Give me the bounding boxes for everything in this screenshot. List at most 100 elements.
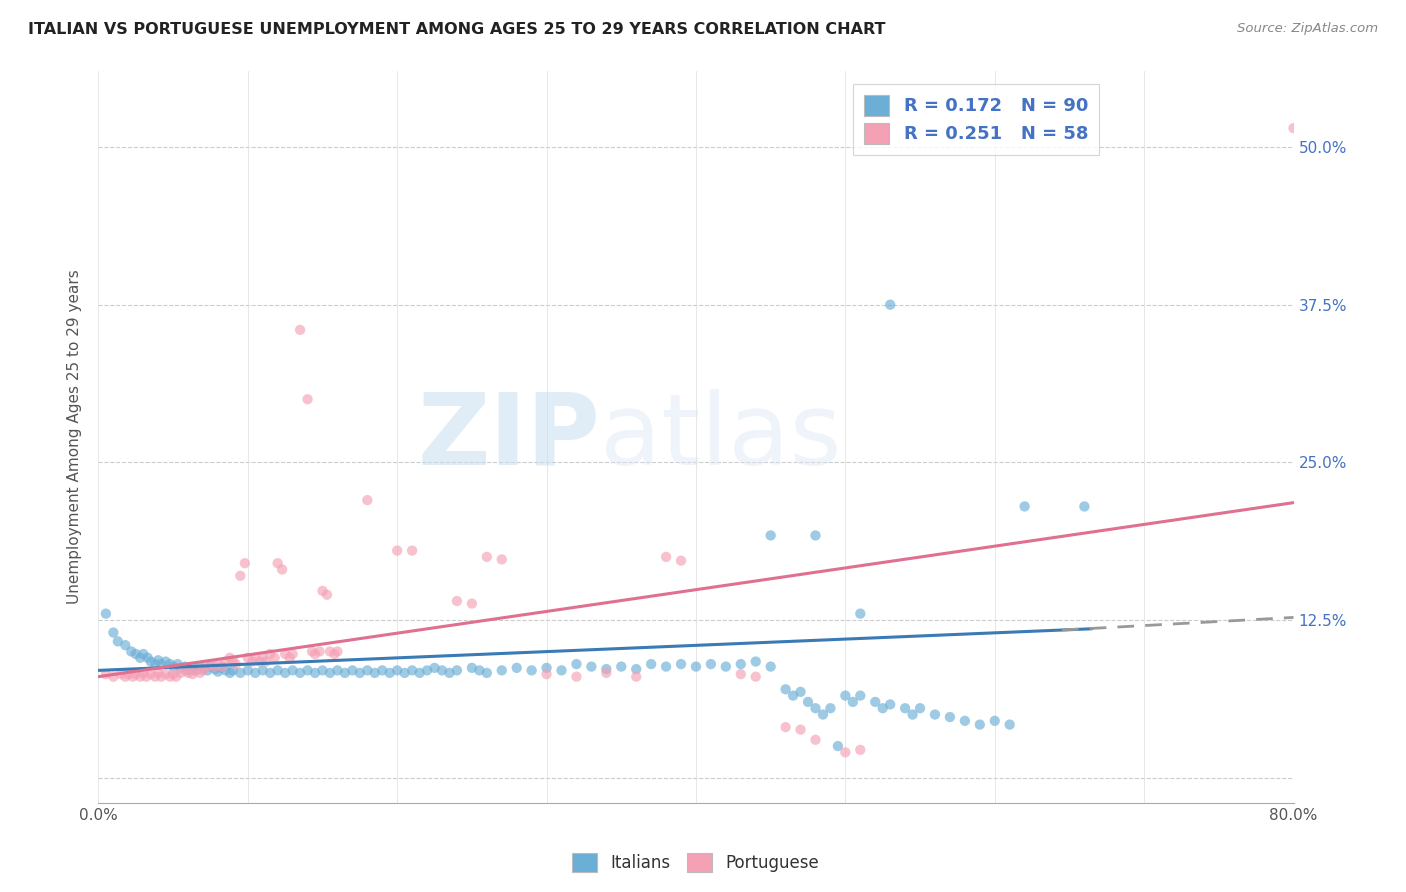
Point [200, 657, 222, 671]
Point [385, 543, 409, 558]
Point [461, 661, 484, 675]
Point [730, 657, 752, 671]
Point [378, 665, 401, 680]
Point [219, 650, 242, 665]
Point [229, 569, 252, 583]
Point [536, 661, 558, 675]
Point [879, 298, 901, 312]
Point [745, 655, 768, 669]
Point [129, 650, 152, 665]
Point [595, 662, 617, 676]
Point [165, 670, 187, 684]
Point [174, 659, 197, 673]
Point [536, 667, 558, 681]
Point [984, 714, 1007, 728]
Point [565, 657, 588, 671]
Point [103, 670, 125, 684]
Point [804, 528, 827, 542]
Point [155, 655, 177, 669]
Point [125, 667, 148, 681]
Point [685, 659, 707, 673]
Point [364, 665, 387, 680]
Point [565, 670, 588, 684]
Point [222, 653, 245, 667]
Point [259, 647, 281, 661]
Point [804, 732, 827, 747]
Point [356, 493, 378, 508]
Point [520, 664, 543, 678]
Point [120, 644, 142, 658]
Point [506, 661, 529, 675]
Point [834, 745, 856, 759]
Point [759, 528, 782, 542]
Point [461, 597, 484, 611]
Point [475, 549, 498, 564]
Text: Source: ZipAtlas.com: Source: ZipAtlas.com [1237, 22, 1378, 36]
Point [849, 689, 872, 703]
Point [159, 657, 181, 671]
Text: ZIP: ZIP [418, 389, 600, 485]
Point [225, 657, 247, 671]
Point [319, 644, 342, 658]
Point [114, 670, 136, 684]
Point [446, 664, 468, 678]
Point [263, 650, 285, 665]
Point [394, 665, 416, 680]
Point [872, 701, 894, 715]
Point [849, 607, 872, 621]
Point [385, 664, 409, 678]
Point [714, 659, 737, 673]
Point [94, 667, 117, 681]
Point [169, 661, 191, 675]
Point [416, 664, 439, 678]
Point [491, 552, 513, 566]
Point [188, 665, 211, 680]
Point [333, 665, 356, 680]
Point [797, 695, 820, 709]
Point [166, 657, 188, 671]
Point [121, 670, 143, 684]
Point [214, 655, 236, 669]
Point [969, 717, 991, 731]
Point [1014, 500, 1036, 514]
Point [775, 720, 797, 734]
Text: atlas: atlas [600, 389, 842, 485]
Point [595, 665, 617, 680]
Point [267, 556, 290, 570]
Point [162, 667, 184, 681]
Point [730, 667, 752, 681]
Point [669, 554, 692, 568]
Point [204, 662, 226, 676]
Point [136, 650, 159, 665]
Point [939, 710, 962, 724]
Point [229, 665, 252, 680]
Point [191, 664, 214, 678]
Point [181, 661, 204, 675]
Point [278, 650, 301, 665]
Point [274, 647, 297, 661]
Point [475, 665, 498, 680]
Point [323, 647, 346, 661]
Point [143, 657, 166, 671]
Point [125, 647, 148, 661]
Point [188, 659, 211, 673]
Point [150, 657, 173, 671]
Point [114, 638, 136, 652]
Point [349, 665, 371, 680]
Point [107, 634, 129, 648]
Point [804, 701, 827, 715]
Point [252, 650, 274, 665]
Point [233, 556, 256, 570]
Point [430, 664, 453, 678]
Point [669, 657, 692, 671]
Point [789, 723, 811, 737]
Point [423, 661, 446, 675]
Point [191, 662, 214, 676]
Text: ITALIAN VS PORTUGUESE UNEMPLOYMENT AMONG AGES 25 TO 29 YEARS CORRELATION CHART: ITALIAN VS PORTUGUESE UNEMPLOYMENT AMONG… [28, 22, 886, 37]
Point [297, 664, 319, 678]
Point [655, 659, 678, 673]
Point [94, 607, 117, 621]
Point [271, 562, 294, 576]
Point [139, 655, 162, 669]
Point [148, 665, 170, 680]
